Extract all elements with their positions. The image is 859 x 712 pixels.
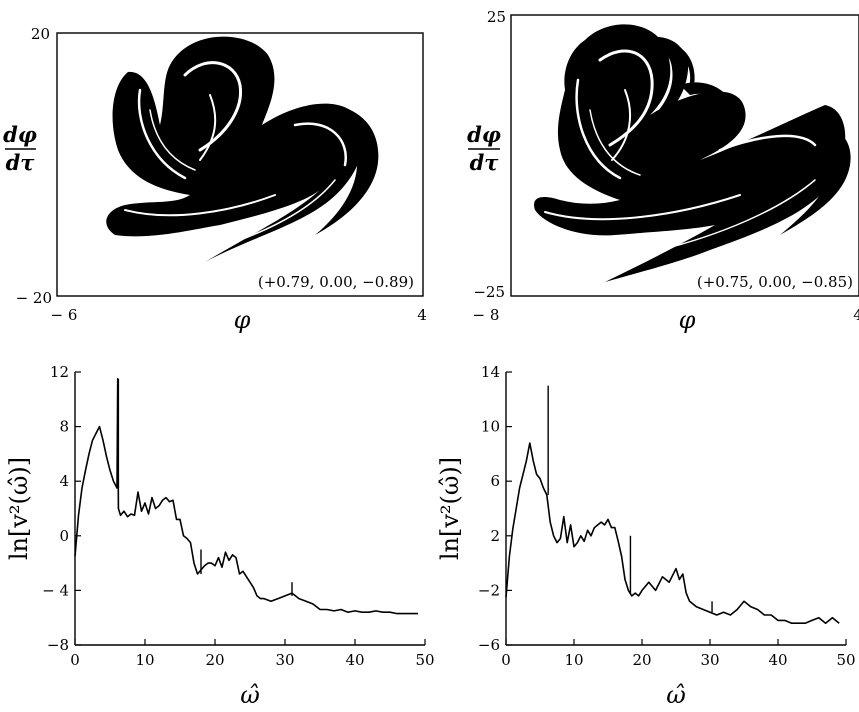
y-tick-bottom: − 20 [16, 289, 52, 307]
x-tick-label: 30 [700, 651, 719, 669]
y-label-denominator: dτ [6, 150, 36, 175]
x-axis-label: ω̂ [240, 681, 260, 709]
y-tick-label: 6 [490, 472, 500, 490]
x-axis-label: ω̂ [666, 681, 686, 709]
y-tick-label: 8 [59, 418, 69, 436]
y-tick-label: −8 [47, 636, 69, 654]
x-tick-label: 30 [275, 651, 294, 669]
x-tick-right: 4 [853, 306, 859, 324]
x-tick-label: 40 [768, 651, 787, 669]
x-tick-label: 0 [70, 651, 80, 669]
y-tick-bottom: −25 [473, 283, 505, 301]
y-axis-label: ln[v²(ω̂)] [5, 457, 33, 560]
annotation: (+0.79, 0.00, −0.89) [258, 273, 414, 291]
plot-frame [56, 32, 424, 297]
y-axis-label: dφ dτ [467, 122, 501, 175]
annotation: (+0.75, 0.00, −0.85) [697, 273, 853, 291]
y-label-numerator: dφ [3, 122, 37, 147]
y-tick-label: 4 [59, 472, 69, 490]
y-tick-label: 0 [59, 527, 69, 545]
x-tick-label: 40 [345, 651, 364, 669]
y-axis-label: ln[v²(ω̂)] [436, 457, 464, 560]
y-tick-label: 12 [50, 363, 69, 381]
x-tick-right: 4 [417, 306, 427, 324]
attractor-cloud [106, 36, 379, 262]
spectrum-line [74, 378, 418, 615]
x-tick-left: − 8 [473, 306, 500, 324]
y-tick-label: −2 [478, 581, 500, 599]
x-tick-label: 0 [501, 651, 511, 669]
x-tick-label: 20 [632, 651, 651, 669]
x-axis-label: φ [234, 306, 251, 334]
y-tick-label: 2 [490, 527, 500, 545]
x-axis-label: φ [679, 306, 696, 334]
y-axis-label: dφ dτ [3, 122, 37, 175]
y-tick-label: − 4 [42, 581, 69, 599]
y-tick-label: 10 [481, 418, 500, 436]
plot-frame [510, 14, 859, 297]
x-tick-label: 10 [564, 651, 583, 669]
x-tick-label: 20 [205, 651, 224, 669]
y-tick-top: 20 [31, 25, 50, 43]
x-tick-label: 50 [415, 651, 434, 669]
y-tick-label: 14 [481, 363, 500, 381]
y-label-numerator: dφ [467, 122, 501, 147]
y-label-denominator: dτ [470, 150, 500, 175]
phase-portrait-left: (+0.79, 0.00, −0.89) 20 − 20 − 6 4 φ dφ … [3, 25, 427, 334]
x-tick-label: 10 [135, 651, 154, 669]
spectrum-right: 14 10 6 2 −2 −60 10 20 30 40 50 ω̂ ln[v²(ω̂)] [436, 363, 856, 709]
x-tick-left: − 6 [51, 306, 78, 324]
x-tick-label: 50 [836, 651, 855, 669]
attractor-cloud [534, 24, 851, 282]
y-tick-top: 25 [487, 8, 506, 26]
phase-portrait-right: (+0.75, 0.00, −0.85) 25 −25 − 8 4 φ dφ d… [467, 8, 859, 334]
y-tick-label: −6 [478, 636, 500, 654]
spectrum-line [505, 442, 840, 624]
